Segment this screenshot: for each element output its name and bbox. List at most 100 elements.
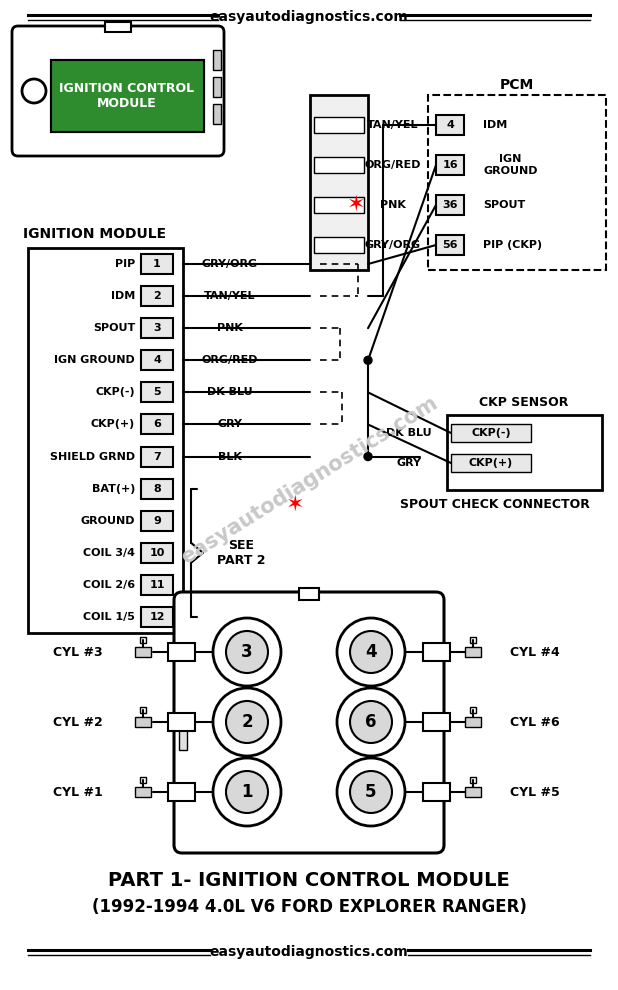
Circle shape [226,701,268,743]
Text: PART 1- IGNITION CONTROL MODULE: PART 1- IGNITION CONTROL MODULE [108,870,510,889]
Circle shape [337,618,405,686]
Bar [470,637,476,643]
Text: ORG/RED: ORG/RED [201,355,258,365]
Bar [423,783,450,801]
Bar [51,60,204,132]
Text: 36: 36 [442,200,458,210]
Text: 5: 5 [365,783,377,801]
FancyBboxPatch shape [174,592,444,853]
Text: CKP SENSOR: CKP SENSOR [480,397,569,410]
Text: CYL #1: CYL #1 [53,785,103,799]
Bar [447,415,602,490]
Text: BLK: BLK [218,451,242,461]
Text: PIP (CKP): PIP (CKP) [483,240,542,250]
Text: 7: 7 [153,451,161,461]
Bar [179,715,187,750]
Bar [135,787,151,797]
Bar [141,607,173,627]
Text: COIL 2/6: COIL 2/6 [83,580,135,590]
Text: CKP(+): CKP(+) [91,420,135,430]
Text: GRY/ORG: GRY/ORG [365,240,421,250]
Circle shape [213,688,281,756]
Text: CYL #6: CYL #6 [510,716,560,729]
Bar [141,350,173,370]
Bar [470,777,476,783]
Bar [470,707,476,713]
Text: 4: 4 [446,120,454,130]
Text: CYL #2: CYL #2 [53,716,103,729]
Text: PNK: PNK [217,323,243,334]
Bar [141,543,173,562]
Text: 3: 3 [241,643,253,661]
Bar [436,195,464,215]
Text: 6: 6 [365,713,377,731]
Text: 8: 8 [153,484,161,494]
Bar [314,237,364,253]
Text: GROUND: GROUND [80,516,135,526]
Circle shape [337,758,405,826]
Bar [465,787,481,797]
Text: SPOUT: SPOUT [483,200,525,210]
Circle shape [350,701,392,743]
Bar [168,643,195,661]
Text: 9: 9 [153,516,161,526]
Bar [135,717,151,727]
Circle shape [226,771,268,813]
Bar [314,117,364,133]
Bar [340,195,362,215]
Bar [423,643,450,661]
Bar [141,286,173,306]
Text: ORG/RED: ORG/RED [365,160,421,170]
Bar [141,415,173,435]
Bar [213,77,221,97]
Bar [428,95,606,270]
Bar [141,382,173,402]
Text: COIL 3/4: COIL 3/4 [83,547,135,557]
Bar [141,575,173,595]
Bar [140,777,146,783]
Text: IGNITION CONTROL
MODULE: IGNITION CONTROL MODULE [59,82,195,110]
Text: CKP(-): CKP(-) [471,428,511,438]
Text: IGN GROUND: IGN GROUND [54,355,135,365]
Circle shape [213,758,281,826]
Circle shape [22,79,46,103]
Bar [141,446,173,466]
Text: ✶: ✶ [286,495,304,515]
Circle shape [350,771,392,813]
Bar [141,318,173,339]
Bar [168,713,195,731]
Text: 11: 11 [150,580,165,590]
Text: BAT(+): BAT(+) [91,484,135,494]
Text: (1992-1994 4.0L V6 FORD EXPLORER RANGER): (1992-1994 4.0L V6 FORD EXPLORER RANGER) [91,898,527,916]
Text: 6: 6 [153,420,161,430]
Bar [436,115,464,135]
Bar [465,647,481,657]
Text: easyautodiagnostics.com: easyautodiagnostics.com [210,945,408,959]
Text: PIP: PIP [115,259,135,269]
Text: CYL #3: CYL #3 [53,645,103,658]
Bar [135,647,151,657]
Text: 10: 10 [150,547,164,557]
Text: 4: 4 [365,643,377,661]
Bar [105,22,131,32]
Circle shape [364,356,372,364]
Text: 16: 16 [442,160,458,170]
Text: CKP(-): CKP(-) [95,387,135,397]
Bar [213,50,221,70]
Circle shape [213,618,281,686]
Bar [141,478,173,499]
Text: GRY: GRY [397,458,421,468]
Bar [140,707,146,713]
Bar [28,248,183,633]
Bar [314,197,364,213]
Bar [436,235,464,255]
Bar [451,454,531,472]
Text: SHIELD GRND: SHIELD GRND [50,451,135,461]
Bar [141,511,173,531]
Bar [141,254,173,274]
Text: SPOUT: SPOUT [93,323,135,334]
Text: ✶: ✶ [347,195,365,215]
Bar [314,157,364,173]
Bar [436,155,464,175]
Text: 12: 12 [150,612,165,622]
